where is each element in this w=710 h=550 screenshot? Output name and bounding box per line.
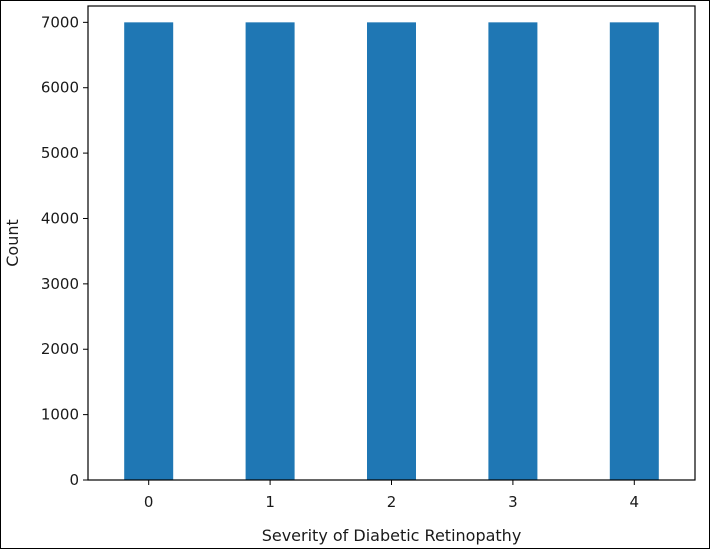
x-tick-label: 2 <box>387 493 397 511</box>
bar-0 <box>124 22 174 481</box>
x-axis-label: Severity of Diabetic Retinopathy <box>262 526 522 545</box>
x-tick-label: 0 <box>144 493 154 511</box>
bar-3 <box>488 22 538 481</box>
y-tick-label: 0 <box>69 471 79 489</box>
y-tick-label: 1000 <box>41 406 79 424</box>
bar-2 <box>367 22 416 481</box>
y-tick-label: 5000 <box>41 144 79 162</box>
x-axis-ticks: 0 1 2 3 4 <box>144 480 639 511</box>
bar-4 <box>609 22 659 481</box>
x-tick-label: 4 <box>630 493 640 511</box>
y-tick-label: 3000 <box>41 275 79 293</box>
y-axis-ticks: 0 1000 2000 3000 4000 5000 6000 7000 <box>41 13 88 489</box>
bars-group <box>124 22 659 481</box>
y-tick-label: 7000 <box>41 13 79 31</box>
x-tick-label: 3 <box>508 493 518 511</box>
x-tick-label: 1 <box>265 493 275 511</box>
y-tick-label: 2000 <box>41 340 79 358</box>
bar-1 <box>245 22 295 481</box>
y-tick-label: 6000 <box>41 79 79 97</box>
y-axis-label: Count <box>3 219 22 267</box>
plot-area-frame <box>87 5 696 481</box>
y-tick-label: 4000 <box>41 209 79 227</box>
